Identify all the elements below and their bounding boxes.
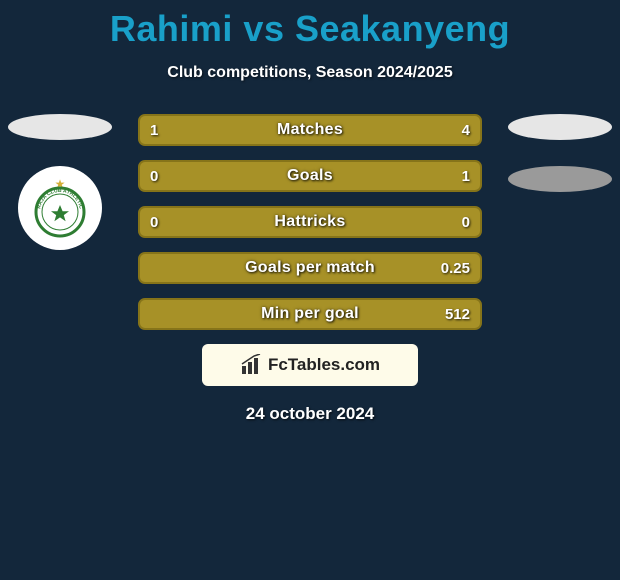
fctables-logo: FcTables.com — [202, 344, 418, 386]
bar-chart-icon — [240, 354, 264, 376]
stat-left-value: 0 — [150, 168, 158, 185]
stat-bar-goals: 0 Goals 1 — [138, 160, 482, 192]
stat-label: Min per goal — [261, 305, 359, 323]
comparison-subtitle: Club competitions, Season 2024/2025 — [0, 64, 620, 82]
stat-bar-goals-per-match: Goals per match 0.25 — [138, 252, 482, 284]
stat-label: Goals — [287, 167, 333, 185]
stat-left-value: 0 — [150, 214, 158, 231]
raja-crest-icon: ★ RAJA CLUB ATHLETIC — [24, 172, 96, 244]
right-player-flag-ellipse — [508, 114, 612, 140]
right-badges-column — [500, 114, 620, 218]
left-player-flag-ellipse — [8, 114, 112, 140]
stat-bars: 1 Matches 4 0 Goals 1 0 Hattricks 0 Goal… — [138, 114, 482, 330]
stat-right-value: 0.25 — [441, 260, 470, 277]
stat-right-value: 4 — [462, 122, 470, 139]
stat-label: Hattricks — [274, 213, 345, 231]
left-badges-column: ★ RAJA CLUB ATHLETIC — [0, 114, 120, 250]
snapshot-date: 24 october 2024 — [0, 404, 620, 424]
stat-label: Goals per match — [245, 259, 375, 277]
right-club-ellipse — [508, 166, 612, 192]
stat-left-value: 1 — [150, 122, 158, 139]
comparison-title: Rahimi vs Seakanyeng — [0, 0, 620, 50]
stat-label: Matches — [277, 121, 343, 139]
stat-right-value: 1 — [462, 168, 470, 185]
stat-bar-hattricks: 0 Hattricks 0 — [138, 206, 482, 238]
fctables-logo-text: FcTables.com — [268, 355, 380, 375]
stat-bar-min-per-goal: Min per goal 512 — [138, 298, 482, 330]
stat-bar-matches: 1 Matches 4 — [138, 114, 482, 146]
stat-right-value: 512 — [445, 306, 470, 323]
stat-right-value: 0 — [462, 214, 470, 231]
left-club-crest: ★ RAJA CLUB ATHLETIC — [18, 166, 102, 250]
main-area: ★ RAJA CLUB ATHLETIC 1 Matches 4 0 — [0, 114, 620, 424]
